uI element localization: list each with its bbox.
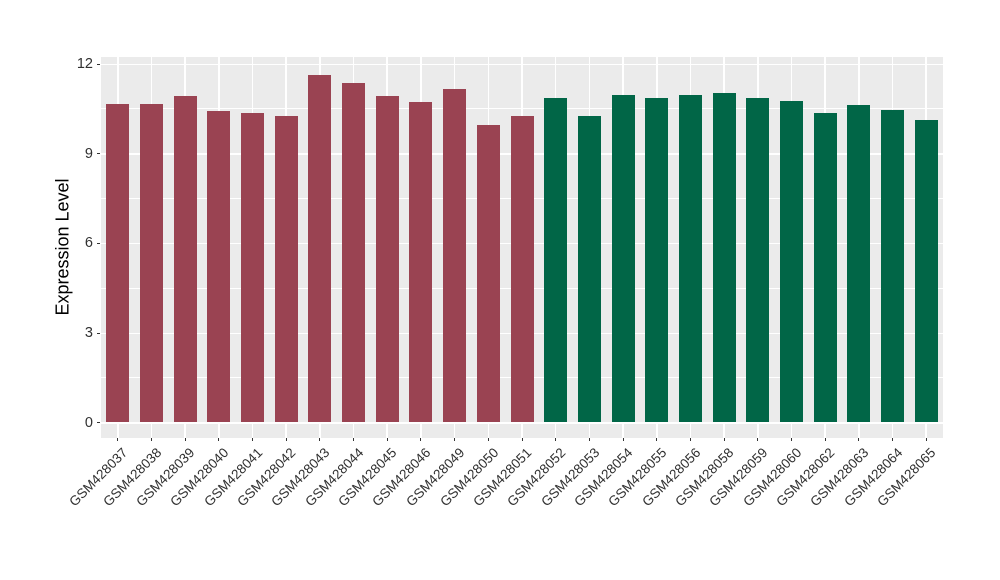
y-tick-label: 12: [76, 56, 93, 72]
x-tick-mark: [420, 438, 422, 441]
bar: [140, 103, 164, 423]
y-tick-label: 0: [84, 414, 93, 431]
bar: [914, 120, 938, 423]
x-tick-mark: [319, 438, 321, 441]
x-tick-mark: [521, 438, 523, 441]
x-tick-mark: [723, 438, 725, 441]
bar: [308, 75, 332, 423]
bar: [678, 94, 702, 423]
y-tick-mark: [97, 422, 100, 424]
bar: [880, 109, 904, 423]
x-tick-mark: [218, 438, 220, 441]
bar: [712, 93, 736, 423]
bar: [813, 112, 837, 423]
x-tick-mark: [454, 438, 456, 441]
y-tick-mark: [97, 153, 100, 155]
bar: [611, 94, 635, 423]
bar: [173, 96, 197, 423]
bar: [375, 96, 399, 423]
x-tick-mark: [555, 438, 557, 441]
x-tick-mark: [487, 438, 489, 441]
y-tick-mark: [97, 242, 100, 244]
x-tick-mark: [386, 438, 388, 441]
bar: [577, 115, 601, 423]
bar: [106, 103, 130, 423]
y-tick-mark: [97, 63, 100, 65]
x-tick-mark: [891, 438, 893, 441]
x-tick-mark: [588, 438, 590, 441]
x-tick-mark: [858, 438, 860, 441]
bar: [207, 111, 231, 423]
bar: [510, 115, 534, 423]
x-tick-mark: [184, 438, 186, 441]
x-tick-mark: [285, 438, 287, 441]
x-tick-mark: [353, 438, 355, 441]
bar: [241, 112, 265, 423]
plot-panel: [101, 57, 943, 438]
bar: [746, 97, 770, 423]
x-tick-mark: [824, 438, 826, 441]
x-tick-mark: [925, 438, 927, 441]
bar: [342, 82, 366, 423]
x-tick-mark: [656, 438, 658, 441]
bar: [779, 100, 803, 423]
x-tick-mark: [151, 438, 153, 441]
bar: [645, 97, 669, 423]
x-tick-mark: [622, 438, 624, 441]
bar: [847, 105, 871, 423]
x-tick-mark: [252, 438, 254, 441]
x-tick-mark: [790, 438, 792, 441]
y-tick-label: 9: [84, 145, 93, 162]
x-tick-mark: [757, 438, 759, 441]
bar: [476, 124, 500, 423]
bar: [274, 115, 298, 423]
y-tick-mark: [97, 332, 100, 334]
x-tick-mark: [689, 438, 691, 441]
y-tick-label: 6: [84, 235, 93, 252]
bar: [409, 102, 433, 423]
bar: [544, 97, 568, 423]
bar: [443, 88, 467, 423]
y-tick-label: 3: [84, 325, 93, 342]
x-tick-mark: [117, 438, 119, 441]
